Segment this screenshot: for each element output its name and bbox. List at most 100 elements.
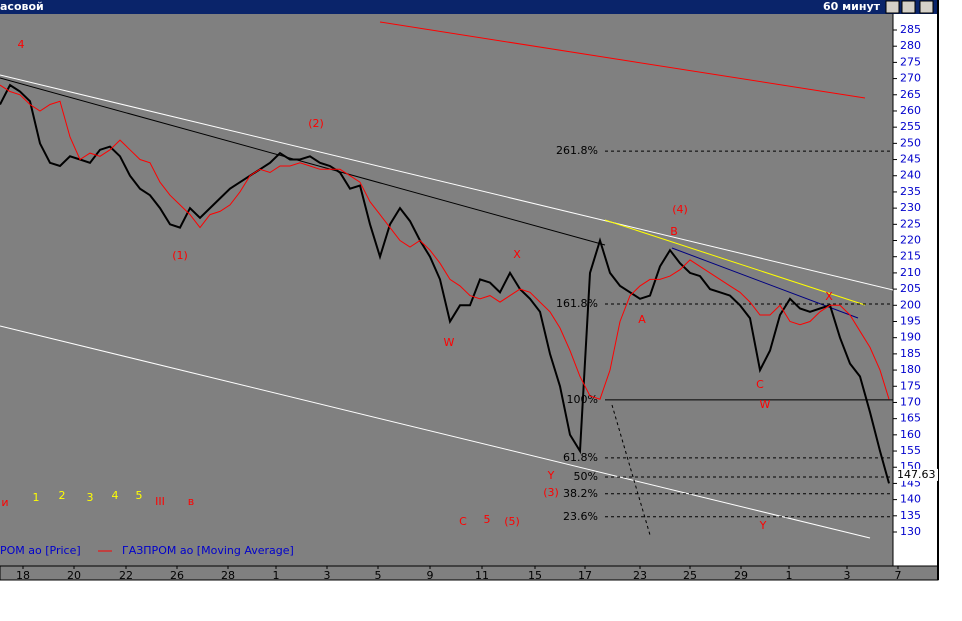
trend-line (0, 77, 606, 246)
x-tick-label: 11 (475, 569, 489, 582)
wave-label: 4 (112, 489, 119, 502)
maximize-button[interactable] (901, 0, 916, 14)
y-tick-label: 245 (900, 153, 921, 166)
fib-label: 161.8% (556, 297, 598, 310)
x-tick-label: 5 (375, 569, 382, 582)
legend-label: РОМ ао [Price] (0, 544, 81, 557)
x-tick-label: 28 (221, 569, 235, 582)
y-tick-label: 155 (900, 444, 921, 457)
x-tick-label: 22 (119, 569, 133, 582)
title-bar (0, 0, 938, 14)
trend-line (0, 325, 871, 539)
trend-line (611, 404, 651, 536)
x-tick-label: 25 (683, 569, 697, 582)
fib-label: 61.8% (563, 451, 598, 464)
last-price-box (894, 468, 938, 481)
x-axis-area (0, 565, 939, 581)
fib-label: 50% (574, 470, 598, 483)
y-tick-label: 130 (900, 525, 921, 538)
y-tick-label: 235 (900, 185, 921, 198)
x-tick-label: 1 (273, 569, 280, 582)
wave-label: C (459, 515, 467, 528)
y-tick-label: 165 (900, 412, 921, 425)
wave-label: Y (547, 469, 555, 482)
fib-label: 23.6% (563, 510, 598, 523)
y-tick-label: 205 (900, 282, 921, 295)
y-tick-label: 195 (900, 314, 921, 327)
wave-label: (1) (172, 249, 188, 262)
plot-area (0, 14, 893, 566)
x-tick-label: 9 (427, 569, 434, 582)
wave-label: 2 (59, 489, 66, 502)
wave-label: (4) (672, 203, 688, 216)
x-tick-label: 20 (67, 569, 81, 582)
trend-line (0, 74, 894, 291)
wave-label: B (670, 225, 678, 238)
y-tick-label: 270 (900, 72, 921, 85)
y-tick-label: 175 (900, 379, 921, 392)
y-tick-label: 135 (900, 509, 921, 522)
y-tick-label: 260 (900, 104, 921, 117)
y-tick-label: 185 (900, 347, 921, 360)
x-tick-label: 15 (528, 569, 542, 582)
close-button[interactable] (919, 0, 934, 14)
wave-label: (3) (543, 486, 559, 499)
wave-label: (2) (308, 117, 324, 130)
timeframe: 60 минут (823, 0, 881, 13)
y-tick-label: 140 (900, 493, 921, 506)
wave-label: (5) (504, 515, 520, 528)
window-title: асовой (0, 0, 44, 13)
y-tick-label: 215 (900, 250, 921, 263)
y-tick-label: 250 (900, 136, 921, 149)
last-price-label: 147.63 (897, 468, 936, 481)
legend-label: ГАЗПРОМ ао [Moving Average] (122, 544, 294, 557)
y-tick-label: 180 (900, 363, 921, 376)
trend-line (604, 219, 866, 306)
x-tick-label: 18 (16, 569, 30, 582)
x-tick-label: 23 (633, 569, 647, 582)
y-tick-label: 265 (900, 88, 921, 101)
x-tick-label: 7 (895, 569, 902, 582)
wave-label: 1 (33, 491, 40, 504)
y-tick-label: 190 (900, 331, 921, 344)
wave-label: в (188, 495, 194, 508)
wave-label: X (513, 248, 521, 261)
x-tick-label: 29 (734, 569, 748, 582)
x-tick-label: 17 (578, 569, 592, 582)
y-tick-label: 285 (900, 23, 921, 36)
y-tick-label: 200 (900, 298, 921, 311)
series-line (0, 84, 890, 400)
y-tick-label: 230 (900, 201, 921, 214)
y-tick-label: 280 (900, 39, 921, 52)
minimize-button[interactable] (885, 0, 900, 14)
wave-label: A (638, 313, 646, 326)
wave-label: и (1, 496, 8, 509)
fib-label: 38.2% (563, 487, 598, 500)
series-line (0, 83, 890, 484)
wave-label: W (760, 398, 771, 411)
x-tick-label: 3 (324, 569, 331, 582)
x-tick-label: 3 (844, 569, 851, 582)
wave-label: C (756, 378, 764, 391)
y-tick-label: 220 (900, 234, 921, 247)
wave-label: III (155, 495, 165, 508)
trend-line (379, 21, 866, 99)
wave-label: W (444, 336, 455, 349)
y-tick-label: 210 (900, 266, 921, 279)
x-tick-label: 1 (786, 569, 793, 582)
wave-label: 5 (136, 489, 143, 502)
y-tick-label: 170 (900, 395, 921, 408)
y-tick-label: 240 (900, 169, 921, 182)
y-tick-label: 275 (900, 55, 921, 68)
y-tick-label: 255 (900, 120, 921, 133)
fib-label: 261.8% (556, 144, 598, 157)
wave-label: X (825, 290, 833, 303)
x-tick-label: 26 (170, 569, 184, 582)
y-tick-label: 225 (900, 217, 921, 230)
wave-label: Y (759, 519, 767, 532)
y-tick-label: 160 (900, 428, 921, 441)
legend: РОМ ао [Price] ГАЗПРОМ ао [Moving Average… (0, 544, 294, 557)
wave-label: 3 (87, 491, 94, 504)
